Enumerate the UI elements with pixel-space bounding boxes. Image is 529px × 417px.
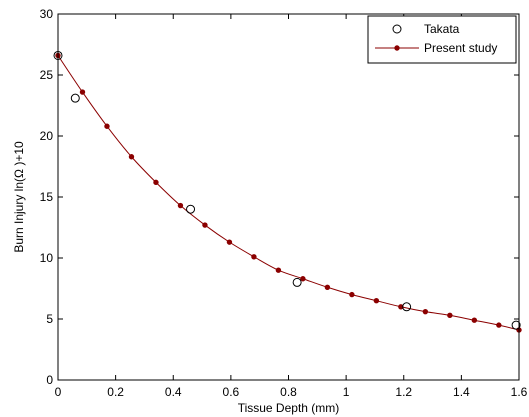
- plot-area-background: [58, 14, 519, 380]
- present-study-point: [471, 317, 478, 323]
- y-tick-label: 25: [40, 68, 54, 82]
- y-axis-label: Burn Injury ln(Ω )+10: [12, 141, 26, 253]
- ticks-layer: 0 0.2 0.4 0.6 0.8 1 1.2 1.4 1.6 0 5 10 15 20 25 30: [40, 7, 528, 399]
- present-study-point: [104, 123, 110, 129]
- present-study-point: [226, 239, 233, 245]
- x-tick-label: 0.8: [280, 385, 297, 399]
- x-tick-label: 1.6: [511, 385, 528, 399]
- takata-point: [186, 204, 196, 214]
- present-study-point: [373, 298, 380, 304]
- present-study-point: [202, 222, 208, 228]
- legend: Takata Present study: [367, 15, 517, 64]
- plot-area-frame: [57, 13, 520, 381]
- present-study-point: [349, 291, 355, 298]
- y-tick-label: 20: [40, 129, 54, 143]
- present-study-point: [177, 202, 184, 209]
- present-study-point: [422, 308, 429, 315]
- y-tick-label: 0: [46, 373, 53, 387]
- takata-point: [402, 302, 412, 312]
- x-tick-label: 0.4: [165, 385, 182, 399]
- x-tick-label: 0.6: [223, 385, 240, 399]
- present-study-point: [496, 322, 502, 328]
- present-study-point: [251, 254, 257, 260]
- x-tick-label: 1: [343, 385, 350, 399]
- present-study-point: [324, 284, 331, 290]
- present-study-point: [300, 276, 306, 282]
- legend-takata-marker: [392, 24, 402, 34]
- present-study-point: [79, 89, 86, 95]
- x-tick-label: 1.2: [395, 385, 412, 399]
- x-tick-label: 0.2: [107, 385, 124, 399]
- series-layer: [53, 50, 522, 333]
- takata-point: [292, 277, 302, 287]
- present-study-point: [447, 312, 453, 319]
- x-tick-label: 0: [55, 385, 62, 399]
- legend-box: [367, 15, 517, 64]
- y-tick-label: 15: [40, 190, 54, 204]
- y-tick-label: 5: [46, 312, 53, 326]
- y-tick-label: 30: [40, 7, 54, 21]
- x-tick-label: 1.4: [453, 385, 470, 399]
- legend-present-label: Present study: [424, 41, 497, 55]
- takata-point: [511, 320, 521, 330]
- legend-takata-label: Takata: [424, 22, 460, 36]
- present-study-point: [128, 154, 135, 160]
- present-study-point: [275, 267, 282, 273]
- y-tick-label: 10: [40, 251, 54, 265]
- present-study-point: [153, 179, 159, 186]
- x-axis-label: Tissue Depth (mm): [238, 401, 340, 415]
- legend-present-marker: [394, 45, 400, 51]
- takata-point: [70, 93, 80, 103]
